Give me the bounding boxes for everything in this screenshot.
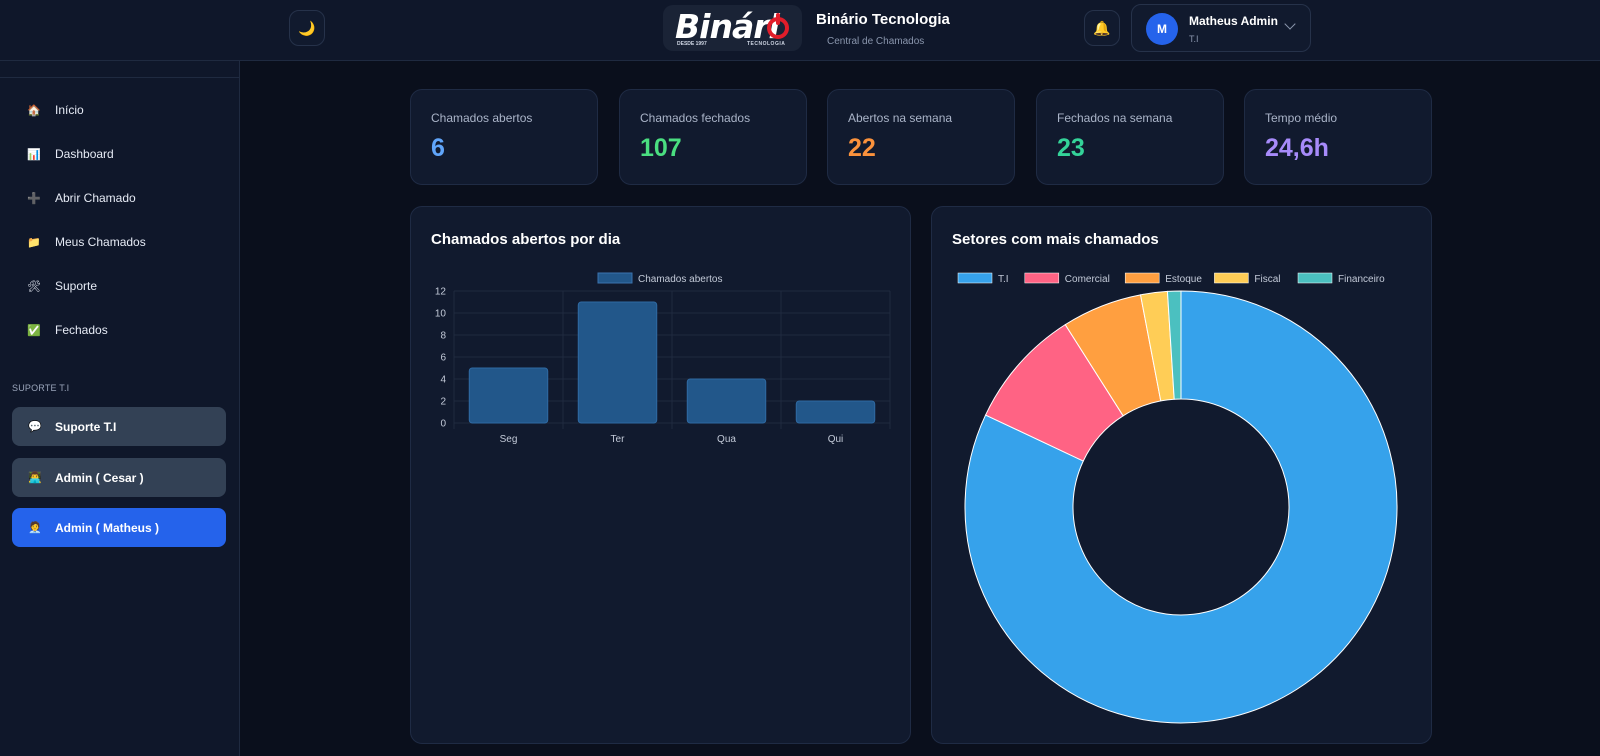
donut-chart: T.I Comercial Estoque Fiscal Financeiro <box>957 272 1398 724</box>
sidebar-item-label: Meus Chamados <box>55 235 146 249</box>
folder-icon: 📁 <box>27 236 41 249</box>
x-tick-label: Ter <box>611 434 626 445</box>
sidebar-item-fechados[interactable]: ✅ Fechados <box>12 313 226 347</box>
user-name: Matheus Admin <box>1189 14 1278 28</box>
chart-legend: Chamados abertos <box>597 272 723 285</box>
bar-chart: Chamados abertos 0 2 4 6 8 10 12 Seg Ter Qua Qui <box>435 272 891 445</box>
stat-value: 107 <box>640 134 682 162</box>
chat-icon: 💬 <box>28 421 42 433</box>
legend-swatch <box>1214 272 1249 284</box>
admin-cesar-button[interactable]: 👨‍💻 Admin ( Cesar ) <box>12 458 226 497</box>
x-tick-label: Qui <box>828 434 844 445</box>
legend-swatch <box>1024 272 1060 284</box>
legend-swatch <box>1124 272 1160 284</box>
tools-icon: 🛠 <box>27 280 41 293</box>
stat-label: Tempo médio <box>1265 111 1338 125</box>
section-label: SUPORTE T.I <box>12 383 70 393</box>
theme-toggle-button[interactable]: 🌙 <box>289 10 325 46</box>
stat-label: Abertos na semana <box>848 111 953 125</box>
notifications-button[interactable]: 🔔 <box>1084 10 1120 46</box>
sidebar-item-label: Suporte <box>55 279 98 293</box>
y-tick-label: 6 <box>440 353 446 364</box>
chart-icon: 📊 <box>27 148 41 161</box>
chevron-down-icon <box>1284 18 1296 30</box>
logo-tagline: TECNOLOGIA <box>747 41 786 47</box>
legend-swatch <box>1297 272 1333 284</box>
legend-label: Estoque <box>1165 274 1202 285</box>
avatar: M <box>1146 13 1178 45</box>
y-tick-label: 10 <box>435 309 447 320</box>
sidebar-item-label: Abrir Chamado <box>55 191 136 205</box>
stat-card-chamados-abertos: Chamados abertos 6 <box>410 89 598 185</box>
chart-legend: T.I Comercial Estoque Fiscal Financeiro <box>957 272 1385 285</box>
bar-chart-panel: Chamados abertos por dia Chamados aberto… <box>410 206 911 744</box>
legend-label: Financeiro <box>1338 274 1385 285</box>
stat-label: Chamados abertos <box>431 111 533 125</box>
support-label: Admin ( Cesar ) <box>55 470 144 485</box>
stat-label: Fechados na semana <box>1057 111 1173 125</box>
legend-label: Comercial <box>1065 274 1110 285</box>
legend-label: Chamados abertos <box>638 274 723 285</box>
stat-value: 24,6h <box>1265 134 1329 162</box>
pie-slice <box>1166 290 1182 400</box>
sidebar-item-label: Fechados <box>55 323 108 337</box>
stat-value: 23 <box>1057 134 1085 162</box>
stat-card-abertos-semana: Abertos na semana 22 <box>827 89 1015 185</box>
brand-logo[interactable]: Binári DESDE 1997 TECNOLOGIA <box>663 5 802 51</box>
sidebar: 🏠 Início 📊 Dashboard ➕ Abrir Chamado 📁 M… <box>0 61 240 756</box>
stat-card-chamados-fechados: Chamados fechados 107 <box>619 89 807 185</box>
admin-matheus-button[interactable]: 🧑‍💼 Admin ( Matheus ) <box>12 508 226 547</box>
sidebar-item-label: Dashboard <box>55 147 114 161</box>
support-label: Admin ( Matheus ) <box>55 520 159 535</box>
logo-since: DESDE 1997 <box>677 41 707 47</box>
y-tick-label: 12 <box>435 287 447 298</box>
sidebar-item-suporte[interactable]: 🛠 Suporte <box>12 269 226 303</box>
power-icon <box>767 13 789 39</box>
brand-subtitle: Central de Chamados <box>827 36 925 47</box>
sidebar-item-inicio[interactable]: 🏠 Início <box>12 93 226 127</box>
pie-slice <box>964 290 1398 724</box>
bar <box>468 367 549 424</box>
check-icon: ✅ <box>27 324 41 337</box>
technician-icon: 👨‍💻 <box>28 472 42 484</box>
y-tick-label: 0 <box>440 419 446 430</box>
stat-label: Chamados fechados <box>640 111 751 125</box>
bar <box>686 378 767 424</box>
bell-icon: 🔔 <box>1093 19 1111 36</box>
top-header: 🌙 Binári DESDE 1997 TECNOLOGIA Binário T… <box>0 0 1600 61</box>
legend-swatch <box>957 272 993 284</box>
legend-label: Fiscal <box>1254 274 1280 285</box>
logo-wordmark: Binári <box>675 7 780 46</box>
chart-title: Chamados abertos por dia <box>431 231 621 248</box>
user-role: T.I <box>1189 34 1199 44</box>
plus-icon: ➕ <box>27 192 41 205</box>
sidebar-item-label: Início <box>55 103 84 117</box>
donut-chart-panel: Setores com mais chamados T.I Comercial Es… <box>931 206 1432 744</box>
chart-title: Setores com mais chamados <box>952 231 1159 248</box>
bar <box>577 301 658 424</box>
legend-label: T.I <box>998 274 1009 285</box>
legend-swatch <box>597 272 633 284</box>
brand-name: Binário Tecnologia <box>816 11 950 28</box>
moon-icon: 🌙 <box>298 19 316 36</box>
y-tick-label: 2 <box>440 397 446 408</box>
sidebar-item-abrir-chamado[interactable]: ➕ Abrir Chamado <box>12 181 226 215</box>
divider <box>0 77 240 78</box>
stat-value: 22 <box>848 134 876 162</box>
y-tick-label: 8 <box>440 331 446 342</box>
user-menu[interactable]: M Matheus Admin T.I <box>1131 4 1311 52</box>
y-tick-label: 4 <box>440 375 446 386</box>
person-icon: 🧑‍💼 <box>28 522 42 534</box>
suporte-ti-button[interactable]: 💬 Suporte T.I <box>12 407 226 446</box>
x-tick-label: Qua <box>717 434 736 445</box>
x-tick-label: Seg <box>500 434 518 445</box>
sidebar-item-meus-chamados[interactable]: 📁 Meus Chamados <box>12 225 226 259</box>
support-label: Suporte T.I <box>55 419 117 434</box>
stat-card-tempo-medio: Tempo médio 24,6h <box>1244 89 1432 185</box>
stat-card-fechados-semana: Fechados na semana 23 <box>1036 89 1224 185</box>
sidebar-item-dashboard[interactable]: 📊 Dashboard <box>12 137 226 171</box>
bar <box>795 400 876 424</box>
home-icon: 🏠 <box>27 104 41 117</box>
stat-value: 6 <box>431 134 445 162</box>
